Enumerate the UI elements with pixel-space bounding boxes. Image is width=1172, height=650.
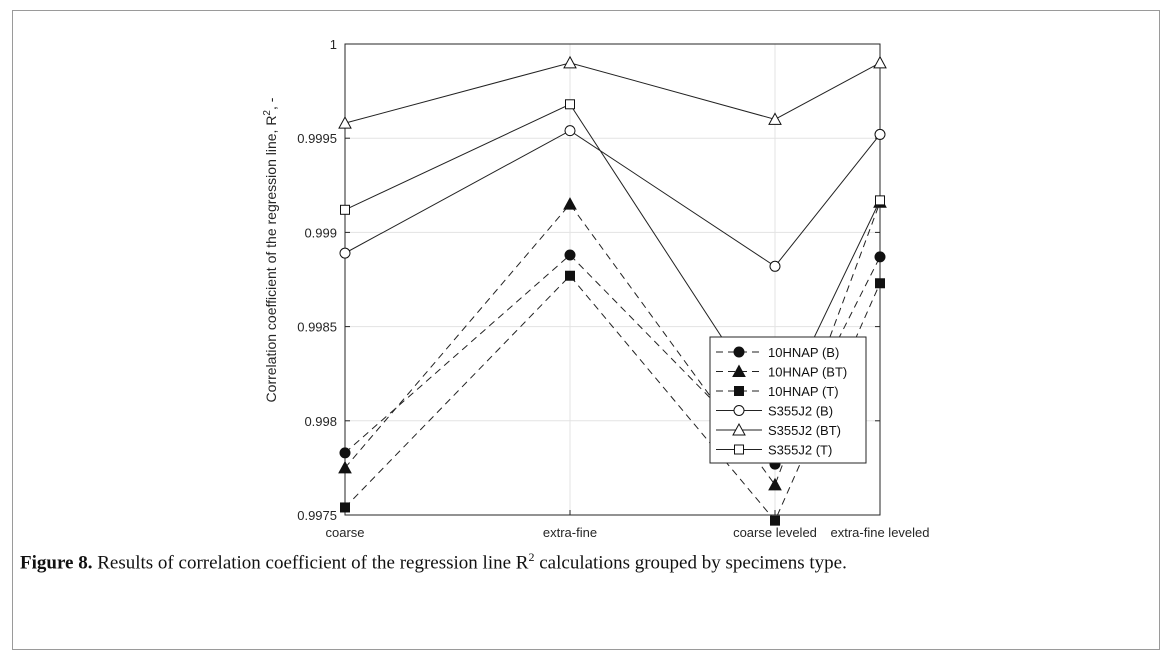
y-tick-label: 0.9975	[297, 508, 337, 523]
x-tick-label: coarse leveled	[733, 525, 817, 540]
legend-label: 10HNAP (T)	[768, 384, 839, 399]
y-axis: 0.9975 0.998 0.9985 0.999 0.9995 1	[297, 37, 880, 523]
data-point	[338, 460, 352, 474]
legend-label: S355J2 (T)	[768, 443, 832, 458]
legend-box	[709, 336, 867, 464]
data-point	[768, 477, 782, 491]
x-tick-label: coarse	[325, 525, 364, 540]
y-axis-label: Correlation coefficient of the regressio…	[262, 97, 279, 402]
data-point	[339, 447, 351, 459]
y-tick-label: 0.999	[304, 225, 337, 240]
legend-label: S355J2 (B)	[768, 404, 833, 419]
x-tick-label: extra-fine	[543, 525, 597, 540]
legend-item: S355J2 (B)	[716, 404, 833, 419]
figure-caption: Figure 8. Results of correlation coeffic…	[20, 550, 1150, 574]
caption-label: Figure 8.	[20, 552, 93, 574]
caption-text: Results of correlation coefficient of th…	[92, 552, 529, 574]
data-point	[769, 260, 781, 272]
y-axis-label-sup: 2	[262, 110, 273, 116]
data-point	[563, 197, 577, 210]
legend-marker	[734, 444, 744, 455]
legend-label: 10HNAP (B)	[768, 345, 839, 360]
data-point	[564, 125, 576, 137]
data-point	[564, 249, 576, 261]
legend-item: S355J2 (BT)	[716, 422, 841, 438]
data-point	[340, 204, 350, 215]
legend-marker	[732, 364, 746, 377]
series-line	[344, 130, 881, 267]
legend-marker	[732, 422, 746, 436]
series-line	[344, 62, 881, 124]
x-tick-label: extra-fine leveled	[831, 525, 930, 540]
y-axis-label-suffix: , -	[263, 97, 279, 110]
data-point	[565, 270, 575, 281]
legend-item: 10HNAP (T)	[716, 384, 839, 399]
y-tick-label: 0.9995	[297, 131, 337, 146]
data-point	[565, 99, 575, 110]
data-point	[768, 112, 782, 125]
caption-sup: 2	[528, 550, 535, 564]
line-chart: 0.9975 0.998 0.9985 0.999 0.9995 1 coarse extr…	[262, 37, 930, 540]
y-axis-label-main: Correlation coefficient of the regressio…	[263, 116, 279, 403]
legend-item: 10HNAP (BT)	[716, 364, 847, 380]
data-point	[338, 116, 352, 129]
data-point	[339, 247, 351, 259]
y-tick-label: 0.998	[304, 414, 337, 429]
y-tick-label: 0.9985	[297, 320, 337, 335]
legend-marker	[734, 386, 744, 396]
data-point	[873, 55, 887, 69]
data-point	[770, 515, 780, 526]
x-axis: coarse extra-fine coarse leveled extra-fine…	[325, 510, 930, 540]
legend-label: 10HNAP (BT)	[768, 365, 847, 380]
data-point	[875, 195, 885, 206]
series-4	[338, 55, 887, 129]
y-tick-label: 1	[330, 37, 337, 52]
series-3	[339, 125, 886, 272]
data-point	[874, 128, 886, 140]
series-line	[344, 103, 881, 420]
legend-marker	[733, 346, 745, 358]
data-point	[340, 502, 350, 513]
caption-text-end: calculations grouped by specimens type.	[534, 552, 847, 574]
data-point	[563, 55, 577, 69]
legend: 10HNAP (B) 10HNAP (BT) 10HNAP (T) S355J2 (B…	[709, 336, 867, 464]
data-point	[875, 278, 885, 289]
legend-marker	[733, 405, 745, 416]
legend-item: S355J2 (T)	[716, 443, 832, 458]
legend-item: 10HNAP (B)	[716, 345, 839, 360]
legend-label: S355J2 (BT)	[768, 423, 841, 438]
data-point	[874, 251, 886, 263]
